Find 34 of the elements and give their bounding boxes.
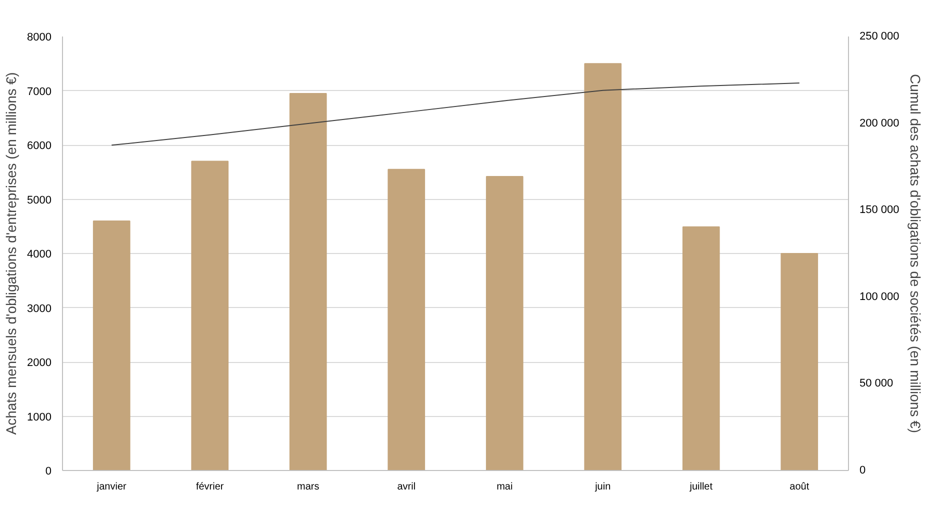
y2-tick-label: 150 000 (860, 204, 900, 216)
y-tick-label: 1000 (27, 411, 52, 424)
bar (388, 168, 426, 470)
y-tick-label: 2000 (27, 357, 52, 369)
y2-tick-label: 100 000 (860, 290, 900, 303)
bar (486, 176, 524, 470)
x-tick-label: avril (397, 482, 416, 492)
x-tick-label: février (196, 482, 224, 492)
y2-tick-label: 50 000 (860, 378, 894, 390)
bar (92, 220, 130, 470)
x-tick-label: mars (297, 482, 320, 492)
bar (584, 63, 622, 470)
y-tick-label: 7000 (27, 86, 52, 98)
line-series (111, 82, 800, 146)
y2-tick-label: 200 000 (860, 117, 900, 130)
bar (289, 92, 327, 470)
x-tick-label: juillet (688, 482, 713, 492)
bar (191, 160, 229, 470)
y-tick-label: 0 (45, 466, 52, 478)
x-tick-label: janvier (96, 482, 128, 492)
x-tick-label: août (790, 482, 810, 492)
bar (682, 226, 720, 470)
y2-tick-label: 0 (860, 464, 866, 476)
y-tick-label: 5000 (27, 194, 52, 206)
x-tick-label: mai (496, 482, 513, 492)
y2-axis-title: Cumul des achats d'obligations de sociétés (en millions €) (907, 74, 924, 434)
y2-tick-label: 250 000 (860, 30, 900, 42)
y-tick-label: 8000 (27, 32, 52, 44)
y-tick-label: 3000 (27, 302, 52, 315)
y-tick-label: 4000 (27, 248, 52, 260)
y-axis-title: Achats mensuels d'obligations d'entreprises (en millions €) (3, 72, 20, 435)
y-tick-label: 6000 (27, 140, 52, 152)
bar (780, 253, 818, 470)
x-tick-label: juin (594, 482, 611, 492)
